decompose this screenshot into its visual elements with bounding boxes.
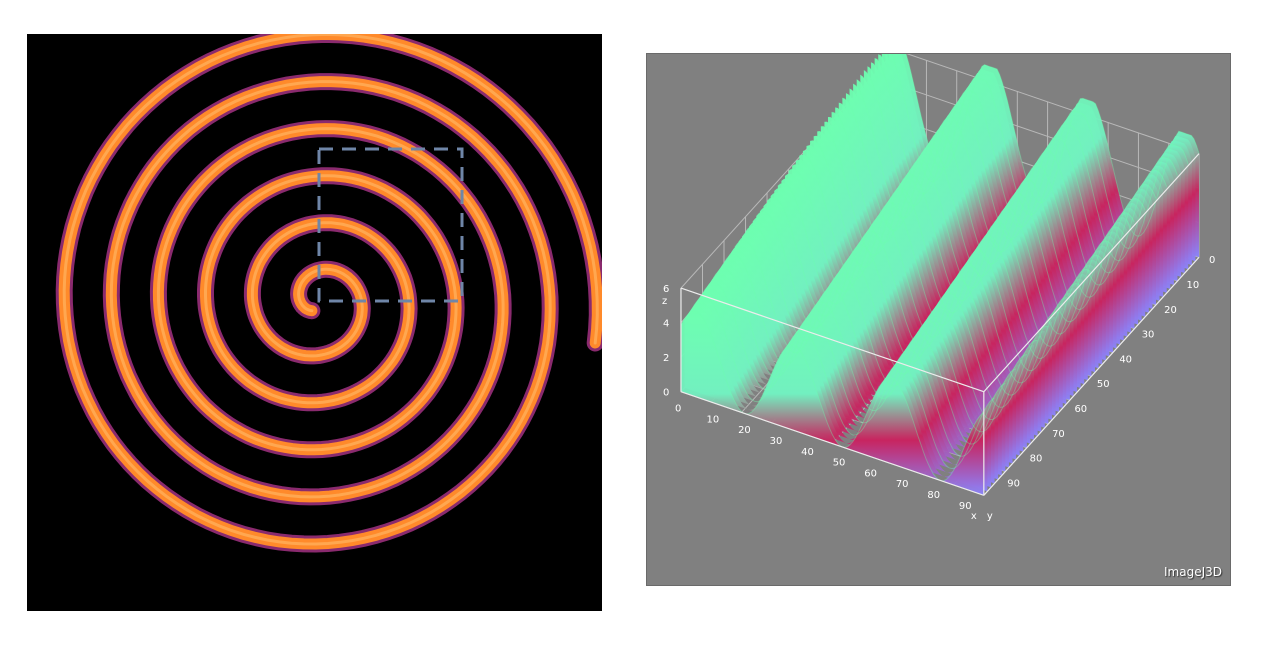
z-tick-label: 4 xyxy=(663,319,669,330)
x-tick-label: 30 xyxy=(770,436,783,447)
x-tick-label: 50 xyxy=(833,458,846,469)
y-axis-ticks: 0 10 20 30 40 50 60 70 80 90 xyxy=(1007,255,1215,489)
x-tick-label: 90 xyxy=(959,501,972,512)
y-tick-label: 60 xyxy=(1074,404,1087,415)
z-tick-label: 6 xyxy=(663,284,669,295)
x-tick-label: 80 xyxy=(927,490,940,501)
x-tick-label: 40 xyxy=(801,447,814,458)
x-tick-label: 10 xyxy=(707,414,720,425)
imagej3d-watermark: ImageJ3D xyxy=(1164,565,1222,579)
y-tick-label: 90 xyxy=(1007,478,1020,489)
x-tick-label: 20 xyxy=(738,425,751,436)
y-tick-label: 0 xyxy=(1209,255,1215,266)
roi-selection-rectangle[interactable] xyxy=(317,147,464,303)
y-tick-label: 10 xyxy=(1187,280,1200,291)
surface-plot-panel: 0 10 20 30 40 50 60 70 80 90 0 10 20 30 40 50 60 70 80 90 … xyxy=(646,53,1231,586)
surface-mesh xyxy=(680,54,1200,496)
x-axis-label: x xyxy=(971,511,977,522)
y-tick-label: 70 xyxy=(1052,429,1065,440)
x-tick-label: 70 xyxy=(896,479,909,490)
x-tick-label: 60 xyxy=(864,468,877,479)
z-axis-label: z xyxy=(662,296,667,307)
spiral-image xyxy=(55,34,602,553)
y-tick-label: 50 xyxy=(1097,379,1110,390)
spiral-image-panel xyxy=(27,34,602,611)
y-tick-label: 80 xyxy=(1030,454,1043,465)
y-axis-label: y xyxy=(987,511,993,522)
bounding-box-front xyxy=(680,153,1200,496)
z-tick-label: 0 xyxy=(663,388,669,399)
z-tick-label: 2 xyxy=(663,353,669,364)
y-tick-label: 30 xyxy=(1142,330,1155,341)
x-axis-ticks: 0 10 20 30 40 50 60 70 80 90 xyxy=(675,404,972,512)
spiral-band-core xyxy=(62,34,599,546)
y-tick-label: 40 xyxy=(1119,354,1132,365)
z-axis-ticks: 0 2 4 6 xyxy=(663,284,669,399)
x-tick-label: 0 xyxy=(675,404,681,415)
y-tick-label: 20 xyxy=(1164,305,1177,316)
